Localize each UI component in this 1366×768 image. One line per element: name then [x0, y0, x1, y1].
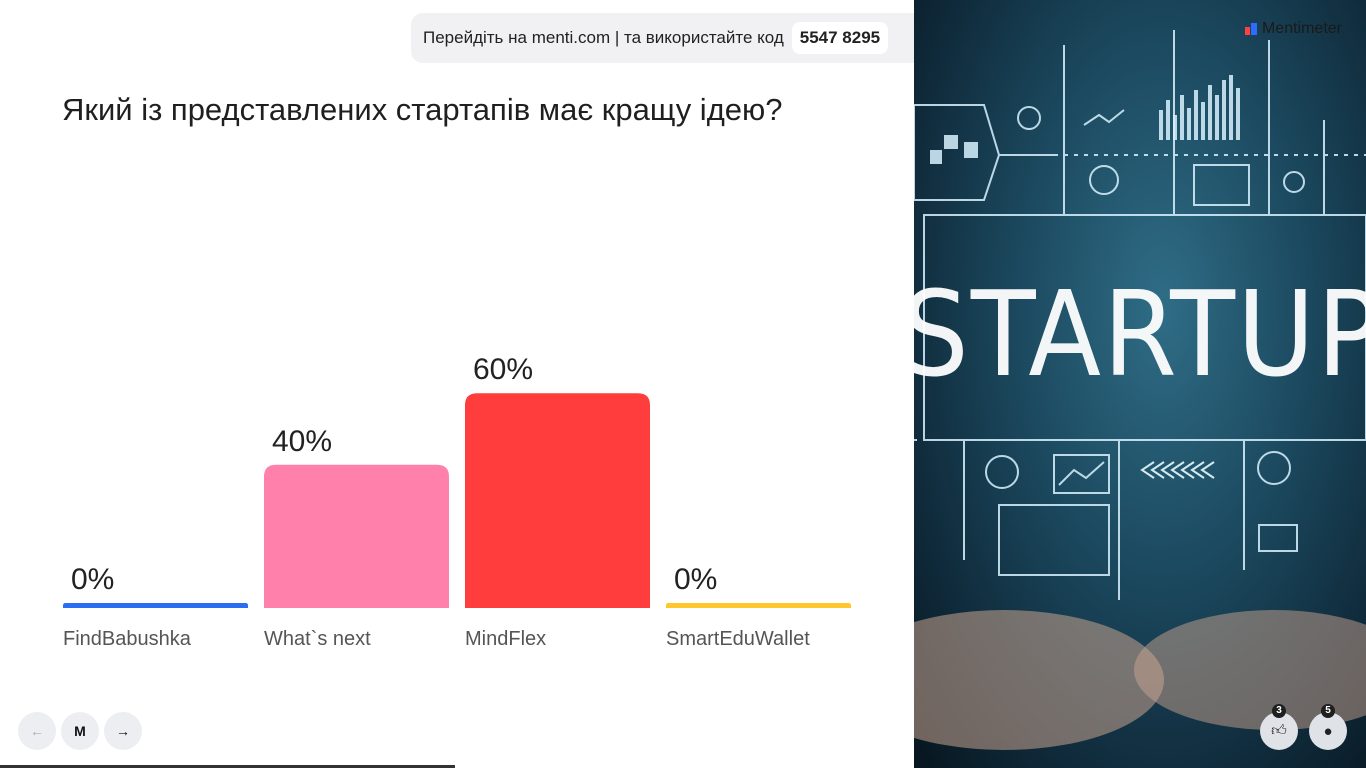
- mentimeter-m-icon: M: [74, 723, 86, 739]
- startup-illustration: STARTUP: [914, 30, 1366, 750]
- bar-0: [63, 603, 248, 608]
- question-title: Який із представлених стартапів має кращ…: [62, 92, 783, 127]
- join-instructions-bar: Перейдіть на menti.com | та використайте…: [411, 13, 951, 63]
- mentimeter-brand: Mentimeter: [1244, 20, 1342, 38]
- arrow-right-icon: →: [116, 723, 130, 739]
- bar-3: [666, 603, 851, 608]
- participants-count: 5: [1321, 704, 1335, 718]
- bar-value-label: 0%: [71, 563, 114, 596]
- person-icon: ●: [1323, 722, 1333, 740]
- join-instruction-text: Перейдіть на menti.com | та використайте…: [423, 28, 784, 47]
- category-label: SmartEduWallet: [666, 628, 810, 650]
- startup-image-text: STARTUP: [914, 265, 1366, 403]
- menu-button[interactable]: M: [61, 712, 99, 750]
- reactions-count: 3: [1272, 704, 1286, 718]
- results-bar-chart: 0% FindBabushka 40% What`s next 60% MindFlex 0…: [63, 353, 851, 650]
- participants-button[interactable]: ● 5: [1309, 704, 1347, 750]
- arrow-left-icon: ←: [30, 723, 44, 739]
- bar-value-label: 60%: [473, 353, 533, 386]
- bar-value-label: 40%: [272, 425, 332, 458]
- join-code: 5547 8295: [791, 22, 889, 54]
- category-label: FindBabushka: [63, 628, 192, 650]
- thumbs-up-icon: 👍︎: [1271, 722, 1287, 739]
- bar-value-label: 0%: [674, 563, 717, 596]
- mentimeter-logo-icon: [1244, 23, 1257, 35]
- progress-line: [0, 765, 455, 768]
- category-label: MindFlex: [465, 628, 546, 650]
- previous-slide-button[interactable]: ←: [18, 712, 56, 750]
- reactions-button[interactable]: 👍︎ 3: [1260, 704, 1298, 750]
- bar-1: [264, 464, 449, 608]
- brand-name: Mentimeter: [1261, 20, 1342, 37]
- bar-2: [465, 393, 650, 608]
- next-slide-button[interactable]: →: [104, 712, 142, 750]
- category-label: What`s next: [264, 628, 371, 650]
- slide-image-panel: STARTUP Mentimeter 👍︎ 3 ● 5: [914, 0, 1366, 768]
